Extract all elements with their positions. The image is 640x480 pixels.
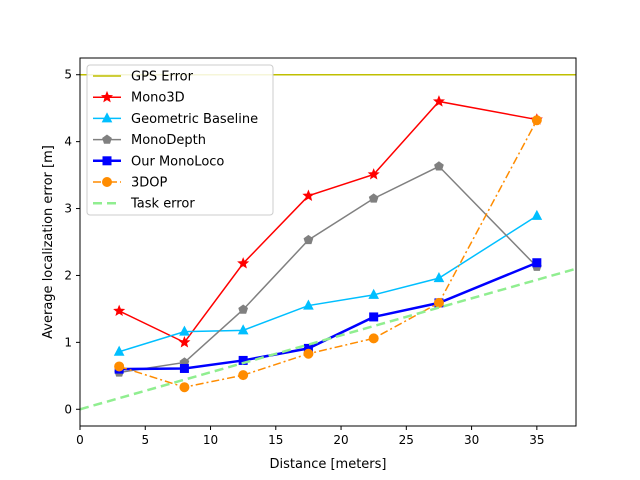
plot-frame bbox=[79, 57, 577, 427]
data-point bbox=[237, 324, 249, 335]
data-point bbox=[238, 355, 248, 365]
y-axis-label: Average localization error [m] bbox=[41, 145, 56, 339]
data-point bbox=[367, 168, 380, 180]
data-point bbox=[303, 234, 314, 245]
legend-box bbox=[86, 64, 274, 216]
x-tick-label: 10 bbox=[203, 433, 218, 447]
data-point bbox=[302, 189, 315, 201]
legend: GPS Error Mono3D Geometric Baseline MonoDep… bbox=[86, 64, 274, 216]
data-point bbox=[434, 161, 444, 171]
series-geometric-baseline bbox=[113, 209, 543, 356]
legend-entry: Geometric Baseline bbox=[93, 112, 258, 127]
x-tick-label: 0 bbox=[76, 433, 84, 447]
legend-label: Our MonoLoco bbox=[131, 154, 224, 169]
data-point bbox=[368, 193, 379, 203]
data-point bbox=[114, 361, 125, 372]
y-tick-label: 1 bbox=[64, 335, 72, 349]
data-point bbox=[179, 325, 190, 336]
legend-label: Mono3D bbox=[131, 91, 185, 106]
x-tick-label: 25 bbox=[399, 433, 414, 447]
legend-entry: MonoDepth bbox=[93, 133, 206, 148]
x-tick-label: 5 bbox=[141, 433, 149, 447]
legend-label: Geometric Baseline bbox=[131, 112, 258, 127]
legend-entry: GPS Error bbox=[93, 70, 194, 85]
data-point bbox=[238, 370, 249, 381]
data-point bbox=[303, 348, 314, 359]
legend-entry: Task error bbox=[93, 197, 195, 212]
legend-label: 3DOP bbox=[131, 176, 168, 191]
data-point bbox=[303, 299, 314, 310]
data-point bbox=[368, 288, 380, 299]
y-tick-label: 2 bbox=[64, 268, 72, 282]
legend-entry: Our MonoLoco bbox=[93, 154, 224, 169]
y-tick-label: 4 bbox=[64, 135, 72, 149]
data-point bbox=[369, 312, 379, 322]
legend-label: MonoDepth bbox=[131, 133, 206, 148]
legend-entry: 3DOP bbox=[93, 176, 168, 191]
legend-marker bbox=[101, 112, 113, 123]
x-axis-label: Distance [meters] bbox=[270, 457, 387, 472]
data-point bbox=[113, 304, 126, 317]
data-point bbox=[113, 345, 125, 356]
data-point bbox=[531, 115, 542, 126]
legend-marker bbox=[102, 156, 112, 166]
y-tick-label: 5 bbox=[64, 68, 72, 82]
series-our-monoloco bbox=[114, 258, 542, 374]
series-line bbox=[79, 267, 577, 411]
y-tick-label: 3 bbox=[64, 202, 72, 216]
legend-label: GPS Error bbox=[131, 70, 194, 85]
x-tick-label: 30 bbox=[464, 433, 479, 447]
data-point bbox=[432, 95, 445, 107]
data-point bbox=[178, 336, 191, 348]
data-point bbox=[433, 272, 445, 283]
legend-marker bbox=[100, 90, 114, 103]
data-point bbox=[238, 304, 249, 314]
x-tick-label: 20 bbox=[333, 433, 348, 447]
data-point bbox=[179, 382, 190, 393]
series-line bbox=[119, 261, 538, 371]
data-point bbox=[532, 258, 542, 268]
data-point bbox=[179, 363, 189, 373]
legend-entry: Mono3D bbox=[93, 91, 185, 106]
series-monodepth bbox=[114, 161, 542, 377]
series-3dop bbox=[114, 115, 542, 393]
legend-label: Task error bbox=[130, 197, 195, 212]
legend-marker bbox=[102, 134, 112, 144]
x-tick-label: 15 bbox=[268, 433, 283, 447]
data-point bbox=[531, 209, 543, 220]
series-task-error bbox=[79, 267, 577, 411]
data-point bbox=[433, 297, 444, 308]
y-tick-label: 0 bbox=[64, 402, 72, 416]
data-point bbox=[237, 257, 250, 269]
legend-marker bbox=[102, 177, 112, 187]
x-tick-label: 35 bbox=[529, 433, 544, 447]
data-point bbox=[368, 333, 379, 344]
